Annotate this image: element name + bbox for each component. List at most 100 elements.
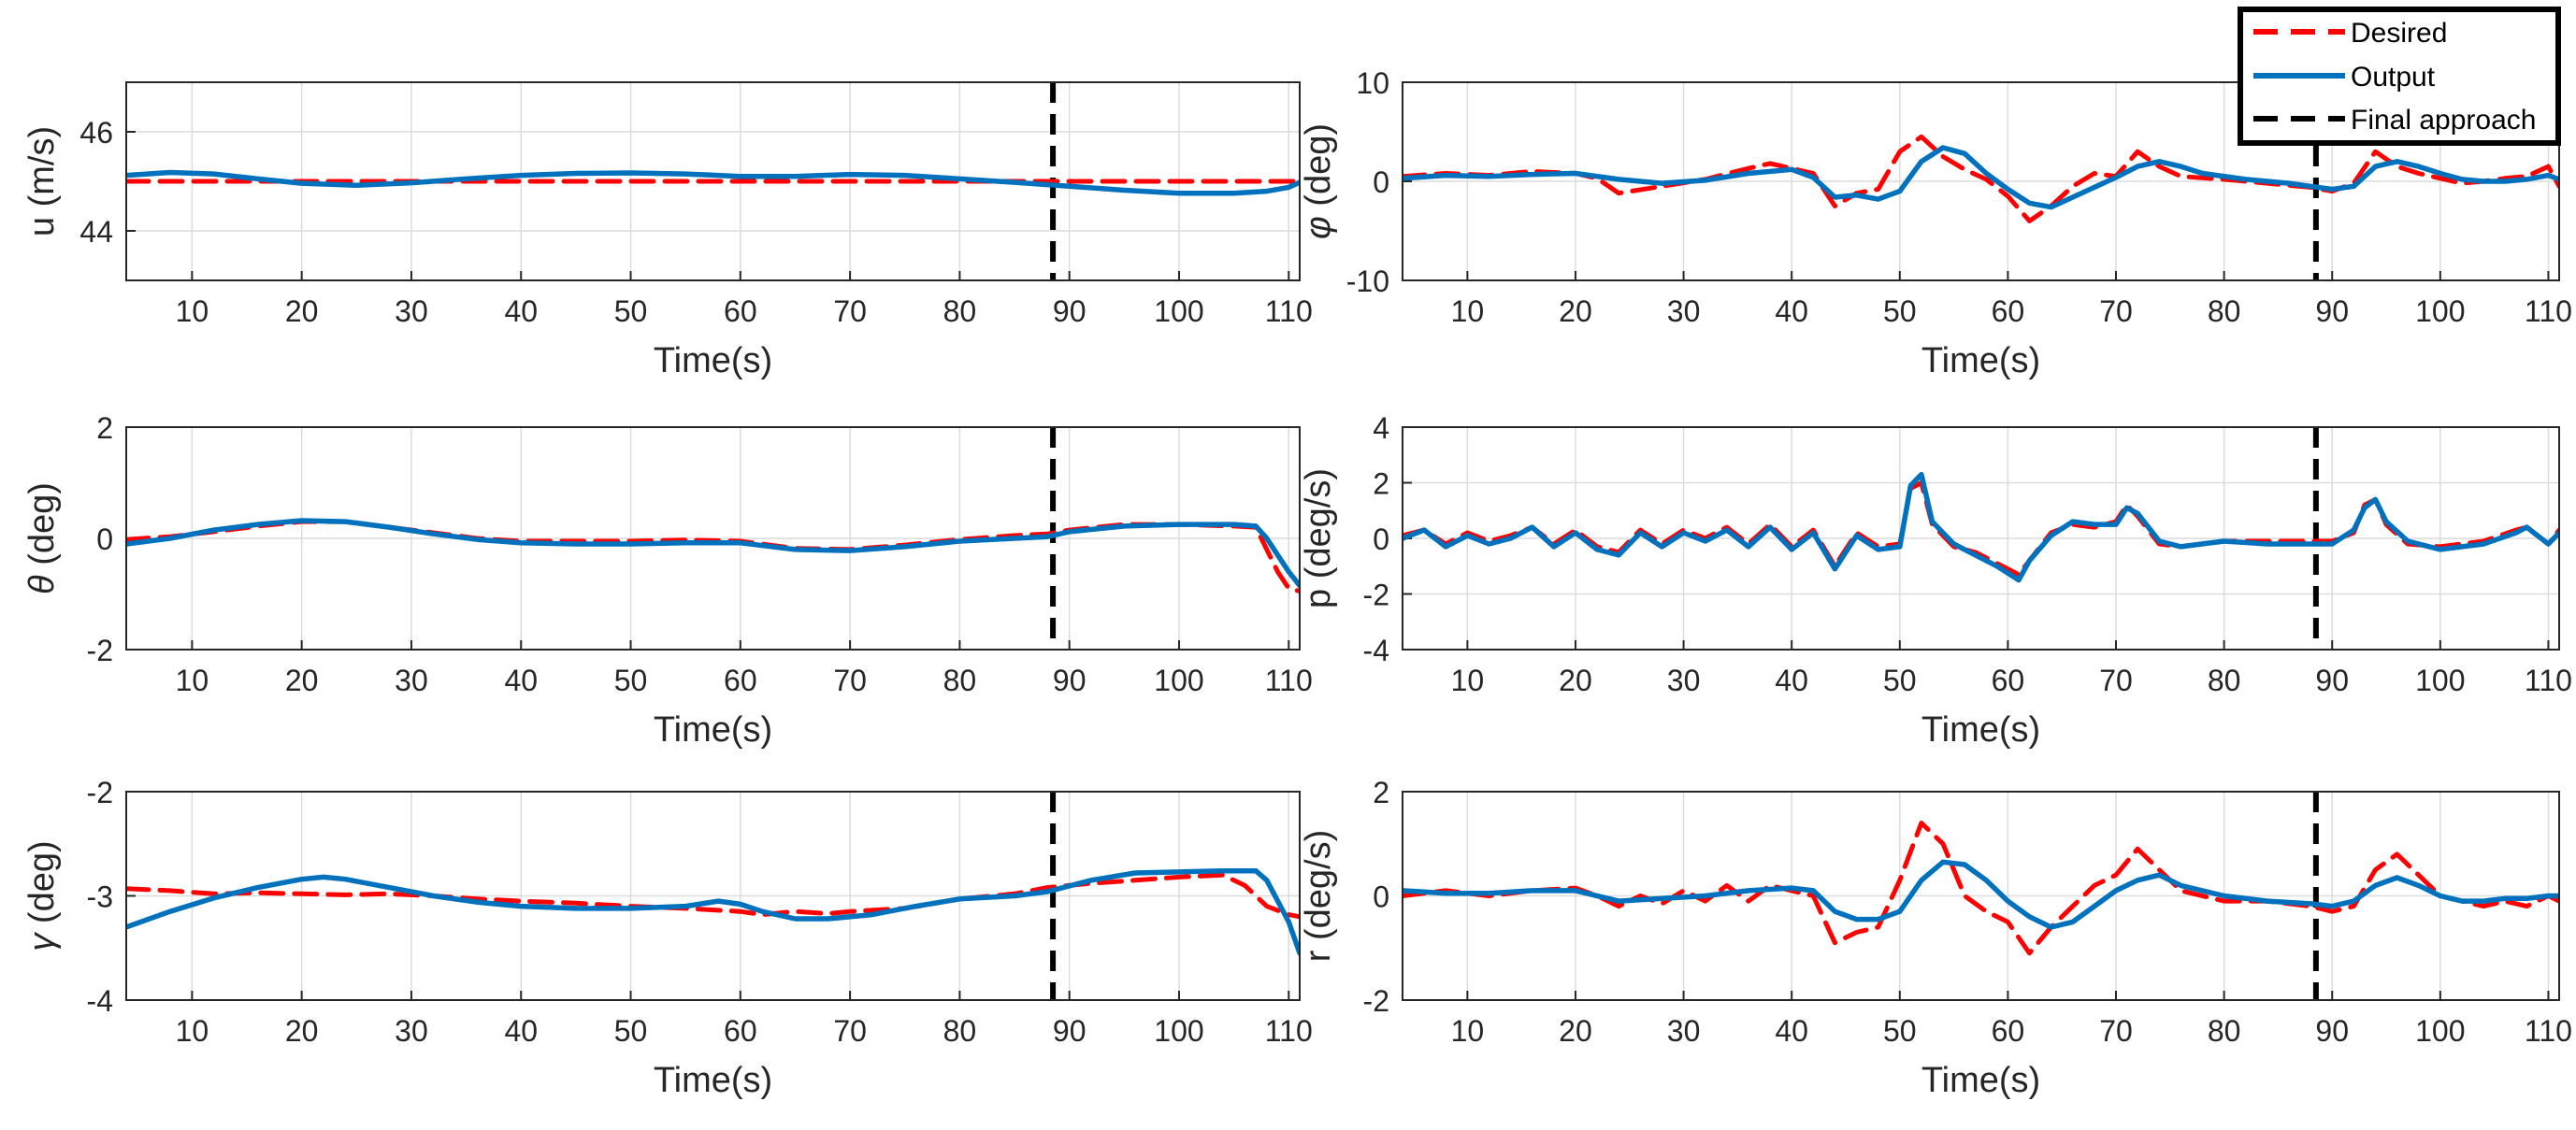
y-axis-label: θ (deg) xyxy=(22,482,62,594)
legend-label-final-approach: Final approach xyxy=(2351,105,2536,136)
series-group-p xyxy=(1403,427,2559,650)
x-tick-label: 100 xyxy=(2415,664,2465,697)
x-tick-label: 60 xyxy=(724,664,757,697)
x-tick-label: 50 xyxy=(614,1014,648,1048)
axis-frame xyxy=(125,426,1301,651)
x-tick-label: 20 xyxy=(285,1014,319,1048)
series-group-theta xyxy=(126,427,1300,650)
x-tick-label: 90 xyxy=(2315,1014,2349,1048)
x-tick-label: 80 xyxy=(943,664,977,697)
y-tick-label: -2 xyxy=(1363,579,1389,612)
x-tick-label: 60 xyxy=(724,1014,757,1048)
chart-p: 10 20 30 40 50 60 70 80 90 100 110 -4 -2 0 2 4 Time(s) p … xyxy=(1299,411,2572,750)
y-tick-label: 0 xyxy=(1373,522,1389,556)
x-tick-label: 60 xyxy=(1992,664,2025,697)
y-tick-label: 44 xyxy=(79,215,113,249)
x-tick-label: 30 xyxy=(1667,294,1701,328)
x-tick-label: 70 xyxy=(833,1014,867,1048)
x-tick-label: 40 xyxy=(504,294,538,328)
x-tick-label: 50 xyxy=(1883,294,1917,328)
axis-frame xyxy=(1402,791,2560,1001)
series-line-desired xyxy=(1403,821,2559,956)
series-group-gamma xyxy=(126,792,1300,1000)
x-tick-label: 110 xyxy=(1265,1014,1313,1048)
x-tick-label: 90 xyxy=(2315,664,2349,697)
y-axis-label: φ (deg) xyxy=(1299,123,1338,239)
y-axis-label: γ (deg) xyxy=(22,840,62,951)
x-tick-label: 30 xyxy=(1667,1014,1701,1048)
x-tick-label: 90 xyxy=(1053,1014,1087,1048)
y-axis-label: r (deg/s) xyxy=(1299,830,1338,962)
series-line-output xyxy=(126,169,1300,196)
x-tick-label: 10 xyxy=(176,1014,209,1048)
y-tick-label: 0 xyxy=(1373,880,1389,914)
series-group-r xyxy=(1403,792,2559,1000)
series-line-output xyxy=(1403,859,2559,930)
x-tick-label: 10 xyxy=(176,664,209,697)
y-tick-label: -10 xyxy=(1346,265,1389,298)
y-axis-symbol: γ xyxy=(22,932,62,951)
x-axis-label: Time(s) xyxy=(654,341,772,380)
x-tick-label: 100 xyxy=(2415,294,2465,328)
x-tick-label: 70 xyxy=(2099,664,2133,697)
y-tick-label: 4 xyxy=(1373,411,1389,445)
axis-frame xyxy=(125,791,1301,1001)
x-tick-label: 70 xyxy=(833,294,867,328)
y-axis-text: p (deg/s) xyxy=(1299,468,1338,608)
legend-label-desired: Desired xyxy=(2351,18,2447,49)
chart-u: 10 20 30 40 50 60 70 80 90 100 110 44 46 Time(s) u (m/… xyxy=(22,81,1313,380)
y-axis-symbol: θ xyxy=(22,575,62,594)
y-axis-label: p (deg/s) xyxy=(1299,468,1338,608)
y-tick-label: -2 xyxy=(87,776,113,809)
x-tick-label: 60 xyxy=(724,294,757,328)
x-tick-label: 20 xyxy=(285,664,319,697)
x-tick-label: 30 xyxy=(395,1014,428,1048)
x-tick-label: 80 xyxy=(943,1014,977,1048)
x-tick-label: 30 xyxy=(395,294,428,328)
x-tick-label: 110 xyxy=(2525,664,2572,697)
y-tick-label: 10 xyxy=(1356,66,1389,100)
x-tick-label: 40 xyxy=(504,1014,538,1048)
legend: Desired Output Final approach xyxy=(2238,7,2561,146)
x-tick-label: 80 xyxy=(2208,1014,2241,1048)
y-axis-symbol: φ xyxy=(1299,216,1338,239)
y-tick-label: 2 xyxy=(1373,467,1389,501)
chart-r: 10 20 30 40 50 60 70 80 90 100 110 -2 0 2 Time(s) r (de… xyxy=(1299,776,2572,1100)
series-line-output xyxy=(1403,471,2559,583)
x-tick-label: 50 xyxy=(1883,664,1917,697)
x-tick-label: 20 xyxy=(1559,1014,1592,1048)
axis-frame xyxy=(1402,81,2560,281)
axis-frame xyxy=(125,81,1301,281)
x-axis-label: Time(s) xyxy=(1921,341,2040,380)
x-tick-label: 100 xyxy=(1154,1014,1203,1048)
y-tick-label: -2 xyxy=(1363,984,1389,1018)
x-tick-label: 70 xyxy=(2099,294,2133,328)
series-line-output xyxy=(126,867,1300,956)
y-tick-label: -2 xyxy=(87,634,113,667)
x-tick-label: 40 xyxy=(504,664,538,697)
y-tick-label: 46 xyxy=(79,116,113,150)
x-axis-label: Time(s) xyxy=(1921,710,2040,750)
y-axis-text: u (m/s) xyxy=(22,126,62,236)
x-tick-label: 60 xyxy=(1992,1014,2025,1048)
legend-label-output: Output xyxy=(2351,62,2436,93)
x-tick-label: 30 xyxy=(1667,664,1701,697)
x-tick-label: 40 xyxy=(1775,664,1808,697)
x-tick-label: 30 xyxy=(395,664,428,697)
x-tick-label: 20 xyxy=(285,294,319,328)
x-tick-label: 80 xyxy=(943,294,977,328)
x-axis-label: Time(s) xyxy=(654,1061,772,1100)
x-tick-label: 110 xyxy=(1265,664,1313,697)
x-tick-label: 80 xyxy=(2208,294,2241,328)
y-tick-label: 2 xyxy=(1373,776,1389,809)
y-axis-text: r (deg/s) xyxy=(1299,830,1338,962)
x-tick-label: 20 xyxy=(1559,294,1592,328)
y-axis-label: u (m/s) xyxy=(22,126,62,236)
y-axis-text: (deg) xyxy=(1299,123,1338,216)
y-axis-text: (deg) xyxy=(22,840,62,933)
x-tick-label: 110 xyxy=(2525,1014,2572,1048)
series-line-output xyxy=(1403,145,2559,210)
x-tick-label: 70 xyxy=(833,664,867,697)
x-tick-label: 110 xyxy=(1265,294,1313,328)
